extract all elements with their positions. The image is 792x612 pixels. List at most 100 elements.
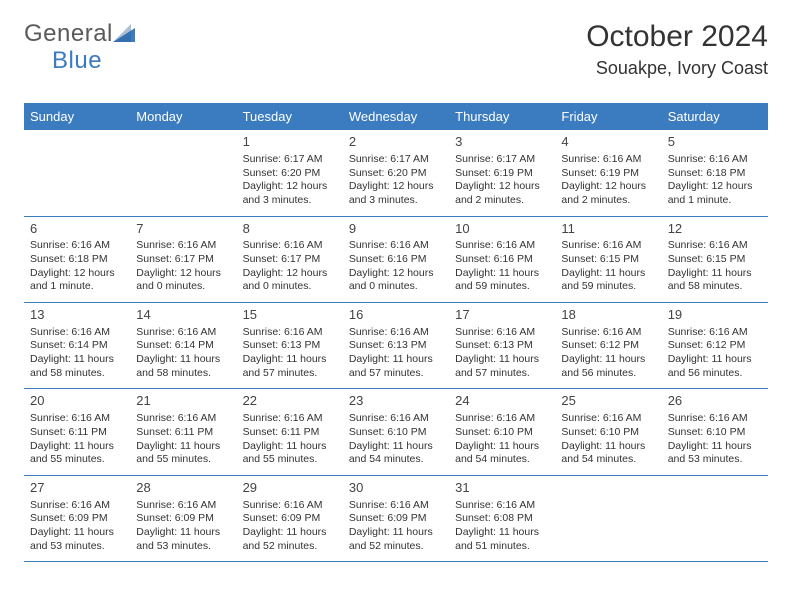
day-number: 26: [668, 393, 762, 410]
sunrise-text: Sunrise: 6:16 AM: [136, 499, 230, 513]
daylight-text: Daylight: 11 hours and 55 minutes.: [243, 440, 337, 467]
sunrise-text: Sunrise: 6:16 AM: [30, 326, 124, 340]
day-number: 15: [243, 307, 337, 324]
sunset-text: Sunset: 6:16 PM: [455, 253, 549, 267]
day-number: 14: [136, 307, 230, 324]
day-number: 20: [30, 393, 124, 410]
sunrise-text: Sunrise: 6:16 AM: [349, 239, 443, 253]
daylight-text: Daylight: 11 hours and 52 minutes.: [243, 526, 337, 553]
calendar-day-cell: 18Sunrise: 6:16 AMSunset: 6:12 PMDayligh…: [555, 302, 661, 388]
calendar-day-cell: 31Sunrise: 6:16 AMSunset: 6:08 PMDayligh…: [449, 475, 555, 561]
daylight-text: Daylight: 12 hours and 1 minute.: [30, 267, 124, 294]
logo: General: [24, 20, 137, 48]
sunset-text: Sunset: 6:17 PM: [243, 253, 337, 267]
daylight-text: Daylight: 11 hours and 53 minutes.: [30, 526, 124, 553]
day-header: Sunday: [24, 103, 130, 130]
sunset-text: Sunset: 6:10 PM: [349, 426, 443, 440]
calendar-week-row: 20Sunrise: 6:16 AMSunset: 6:11 PMDayligh…: [24, 389, 768, 475]
title-block: October 2024 Souakpe, Ivory Coast: [586, 20, 768, 79]
daylight-text: Daylight: 11 hours and 59 minutes.: [561, 267, 655, 294]
day-header: Tuesday: [237, 103, 343, 130]
sunset-text: Sunset: 6:15 PM: [668, 253, 762, 267]
logo-text-blue: Blue: [52, 47, 102, 75]
sunrise-text: Sunrise: 6:16 AM: [243, 412, 337, 426]
sunset-text: Sunset: 6:10 PM: [455, 426, 549, 440]
daylight-text: Daylight: 12 hours and 0 minutes.: [349, 267, 443, 294]
day-number: 23: [349, 393, 443, 410]
calendar-day-cell: 27Sunrise: 6:16 AMSunset: 6:09 PMDayligh…: [24, 475, 130, 561]
sunrise-text: Sunrise: 6:17 AM: [455, 153, 549, 167]
daylight-text: Daylight: 11 hours and 52 minutes.: [349, 526, 443, 553]
calendar-day-cell: 21Sunrise: 6:16 AMSunset: 6:11 PMDayligh…: [130, 389, 236, 475]
day-number: 21: [136, 393, 230, 410]
calendar-week-row: 27Sunrise: 6:16 AMSunset: 6:09 PMDayligh…: [24, 475, 768, 561]
sunset-text: Sunset: 6:13 PM: [455, 339, 549, 353]
day-header: Wednesday: [343, 103, 449, 130]
sunrise-text: Sunrise: 6:16 AM: [455, 412, 549, 426]
daylight-text: Daylight: 11 hours and 55 minutes.: [30, 440, 124, 467]
daylight-text: Daylight: 11 hours and 53 minutes.: [136, 526, 230, 553]
sunset-text: Sunset: 6:14 PM: [136, 339, 230, 353]
logo-text-general: General: [24, 20, 113, 48]
calendar-day-cell: 29Sunrise: 6:16 AMSunset: 6:09 PMDayligh…: [237, 475, 343, 561]
sunset-text: Sunset: 6:11 PM: [30, 426, 124, 440]
sunset-text: Sunset: 6:14 PM: [30, 339, 124, 353]
calendar-week-row: 6Sunrise: 6:16 AMSunset: 6:18 PMDaylight…: [24, 216, 768, 302]
calendar-day-cell: 25Sunrise: 6:16 AMSunset: 6:10 PMDayligh…: [555, 389, 661, 475]
calendar-day-cell: 10Sunrise: 6:16 AMSunset: 6:16 PMDayligh…: [449, 216, 555, 302]
sunrise-text: Sunrise: 6:16 AM: [455, 499, 549, 513]
sunset-text: Sunset: 6:09 PM: [136, 512, 230, 526]
sunrise-text: Sunrise: 6:16 AM: [561, 412, 655, 426]
daylight-text: Daylight: 11 hours and 54 minutes.: [349, 440, 443, 467]
calendar-day-cell: 7Sunrise: 6:16 AMSunset: 6:17 PMDaylight…: [130, 216, 236, 302]
day-number: 24: [455, 393, 549, 410]
sunrise-text: Sunrise: 6:16 AM: [561, 239, 655, 253]
day-number: 13: [30, 307, 124, 324]
sunset-text: Sunset: 6:18 PM: [30, 253, 124, 267]
day-number: 19: [668, 307, 762, 324]
calendar-day-cell: 23 Sunrise: 6:16 AMSunset: 6:10 PMDayligh…: [343, 389, 449, 475]
sunrise-text: Sunrise: 6:16 AM: [136, 239, 230, 253]
daylight-text: Daylight: 11 hours and 58 minutes.: [30, 353, 124, 380]
sunrise-text: Sunrise: 6:16 AM: [243, 239, 337, 253]
daylight-text: Daylight: 11 hours and 58 minutes.: [668, 267, 762, 294]
sunset-text: Sunset: 6:12 PM: [561, 339, 655, 353]
sunrise-text: Sunrise: 6:16 AM: [668, 239, 762, 253]
day-header: Friday: [555, 103, 661, 130]
sunset-text: Sunset: 6:18 PM: [668, 167, 762, 181]
day-header: Saturday: [662, 103, 768, 130]
calendar-day-cell: [555, 475, 661, 561]
day-number: 3: [455, 134, 549, 151]
sunset-text: Sunset: 6:09 PM: [243, 512, 337, 526]
daylight-text: Daylight: 12 hours and 3 minutes.: [349, 180, 443, 207]
calendar-table: Sunday Monday Tuesday Wednesday Thursday…: [24, 103, 768, 562]
sunrise-text: Sunrise: 6:16 AM: [349, 499, 443, 513]
daylight-text: Daylight: 12 hours and 3 minutes.: [243, 180, 337, 207]
location: Souakpe, Ivory Coast: [586, 58, 768, 79]
calendar-week-row: 1Sunrise: 6:17 AMSunset: 6:20 PMDaylight…: [24, 130, 768, 216]
sunset-text: Sunset: 6:16 PM: [349, 253, 443, 267]
day-header: Thursday: [449, 103, 555, 130]
sunrise-text: Sunrise: 6:17 AM: [349, 153, 443, 167]
calendar-day-cell: 19Sunrise: 6:16 AMSunset: 6:12 PMDayligh…: [662, 302, 768, 388]
day-number: 2: [349, 134, 443, 151]
calendar-day-cell: 14Sunrise: 6:16 AMSunset: 6:14 PMDayligh…: [130, 302, 236, 388]
calendar-day-cell: 28Sunrise: 6:16 AMSunset: 6:09 PMDayligh…: [130, 475, 236, 561]
sunrise-text: Sunrise: 6:16 AM: [349, 412, 443, 426]
daylight-text: Daylight: 12 hours and 0 minutes.: [136, 267, 230, 294]
calendar-day-cell: 17Sunrise: 6:16 AMSunset: 6:13 PMDayligh…: [449, 302, 555, 388]
daylight-text: Daylight: 12 hours and 2 minutes.: [455, 180, 549, 207]
day-number: 5: [668, 134, 762, 151]
sunrise-text: Sunrise: 6:16 AM: [668, 326, 762, 340]
day-number: 17: [455, 307, 549, 324]
sunrise-text: Sunrise: 6:16 AM: [561, 326, 655, 340]
day-number: 30: [349, 480, 443, 497]
sunrise-text: Sunrise: 6:16 AM: [30, 239, 124, 253]
day-header: Monday: [130, 103, 236, 130]
sunrise-text: Sunrise: 6:16 AM: [455, 239, 549, 253]
sunset-text: Sunset: 6:10 PM: [561, 426, 655, 440]
day-number: 1: [243, 134, 337, 151]
daylight-text: Daylight: 11 hours and 54 minutes.: [561, 440, 655, 467]
calendar-day-cell: [662, 475, 768, 561]
day-number: 12: [668, 221, 762, 238]
